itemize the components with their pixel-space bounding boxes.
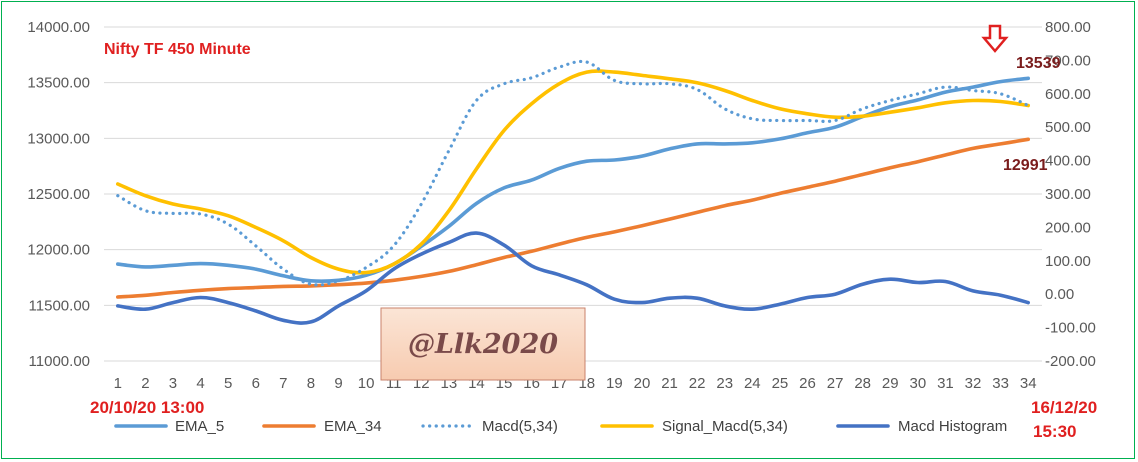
legend-label-signal-macd-5-34: Signal_Macd(5,34): [662, 418, 788, 435]
right-tick-label: 100.00: [1045, 253, 1091, 270]
x-tick-label: 5: [224, 375, 232, 392]
x-tick-label: 32: [965, 375, 982, 392]
x-tick-label: 21: [661, 375, 678, 392]
x-tick-label: 22: [689, 375, 706, 392]
start-date-label: 20/10/20 13:00: [90, 398, 204, 417]
right-tick-label: 400.00: [1045, 153, 1091, 170]
series-line-macd-histogram: [116, 231, 1030, 325]
x-tick-label: 33: [992, 375, 1009, 392]
right-tick-label: 200.00: [1045, 219, 1091, 236]
x-tick-label: 19: [606, 375, 623, 392]
x-tick-label: 30: [910, 375, 927, 392]
x-tick-label: 9: [334, 375, 342, 392]
x-tick-label: 2: [141, 375, 149, 392]
left-tick-label: 13500.00: [27, 75, 90, 92]
x-tick-label: 23: [716, 375, 733, 392]
x-tick-label: 28: [854, 375, 871, 392]
series-line-ema-5: [116, 76, 1030, 284]
left-tick-label: 14000.00: [27, 19, 90, 36]
x-tick-label: 1: [114, 375, 122, 392]
x-tick-label: 29: [882, 375, 899, 392]
x-tick-label: 25: [772, 375, 789, 392]
series-line-macd-5-34: [116, 59, 1030, 287]
x-tick-label: 7: [279, 375, 287, 392]
x-tick-label: 4: [196, 375, 204, 392]
ema34-last-value-label: 12991: [1003, 157, 1048, 174]
right-tick-label: 600.00: [1045, 86, 1091, 103]
series-line-signal-macd-5-34: [116, 69, 1030, 275]
x-tick-label: 20: [634, 375, 651, 392]
right-tick-label: 800.00: [1045, 19, 1091, 36]
down-arrow-icon: [981, 24, 1009, 53]
x-tick-label: 31: [937, 375, 954, 392]
chart-title: Nifty TF 450 Minute: [104, 41, 251, 58]
x-tick-label: 27: [827, 375, 844, 392]
right-tick-label: 300.00: [1045, 186, 1091, 203]
x-tick-label: 24: [744, 375, 761, 392]
right-tick-label: -100.00: [1045, 320, 1096, 337]
legend-label-macd-histogram: Macd Histogram: [898, 418, 1007, 435]
right-tick-label: -200.00: [1045, 353, 1096, 370]
left-tick-label: 11500.00: [29, 297, 90, 314]
end-time-label: 15:30: [1033, 422, 1076, 441]
x-tick-label: 10: [358, 375, 375, 392]
x-tick-label: 3: [169, 375, 177, 392]
right-tick-label: 700.00: [1045, 52, 1091, 69]
left-tick-label: 12500.00: [27, 186, 90, 203]
left-tick-label: 12000.00: [27, 242, 90, 259]
legend-label-macd-5-34: Macd(5,34): [482, 418, 558, 435]
legend-label-ema-34: EMA_34: [324, 418, 382, 435]
ema5-last-value-label: 13539: [1016, 55, 1061, 72]
left-axis-ticks: 11000.00 11500.00 12000.00 12500.00 13000.00…: [27, 19, 90, 370]
watermark-text: @Llk2020: [408, 329, 558, 360]
x-tick-label: 6: [252, 375, 260, 392]
left-tick-label: 11000.00: [29, 353, 90, 370]
series-layer: [116, 59, 1030, 325]
x-tick-label: 34: [1020, 375, 1037, 392]
left-tick-label: 13000.00: [27, 130, 90, 147]
legend-label-ema-5: EMA_5: [175, 418, 224, 435]
series-line-ema-34: [116, 137, 1030, 299]
watermark: @Llk2020: [380, 307, 586, 381]
end-date-label: 16/12/20: [1031, 398, 1097, 417]
x-tick-label: 8: [307, 375, 315, 392]
x-tick-label: 26: [799, 375, 816, 392]
right-axis-ticks: -200.00 -100.00 0.00 100.00 200.00 300.00 400.…: [1045, 19, 1096, 370]
gridlines: [104, 26, 1042, 362]
legend: EMA_5 EMA_34 Macd(5,34) Signal_Macd(5,34) Ma…: [114, 418, 1007, 435]
right-tick-label: 500.00: [1045, 119, 1091, 136]
right-tick-label: 0.00: [1045, 286, 1074, 303]
